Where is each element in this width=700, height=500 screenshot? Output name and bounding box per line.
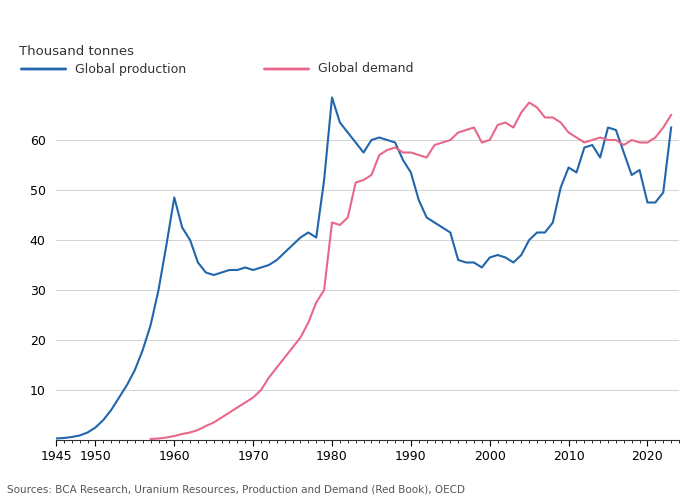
Text: Global production: Global production (75, 62, 186, 76)
Text: Thousand tonnes: Thousand tonnes (19, 44, 134, 58)
Text: Global demand: Global demand (318, 62, 413, 76)
Text: Sources: BCA Research, Uranium Resources, Production and Demand (Red Book), OECD: Sources: BCA Research, Uranium Resources… (7, 485, 465, 495)
